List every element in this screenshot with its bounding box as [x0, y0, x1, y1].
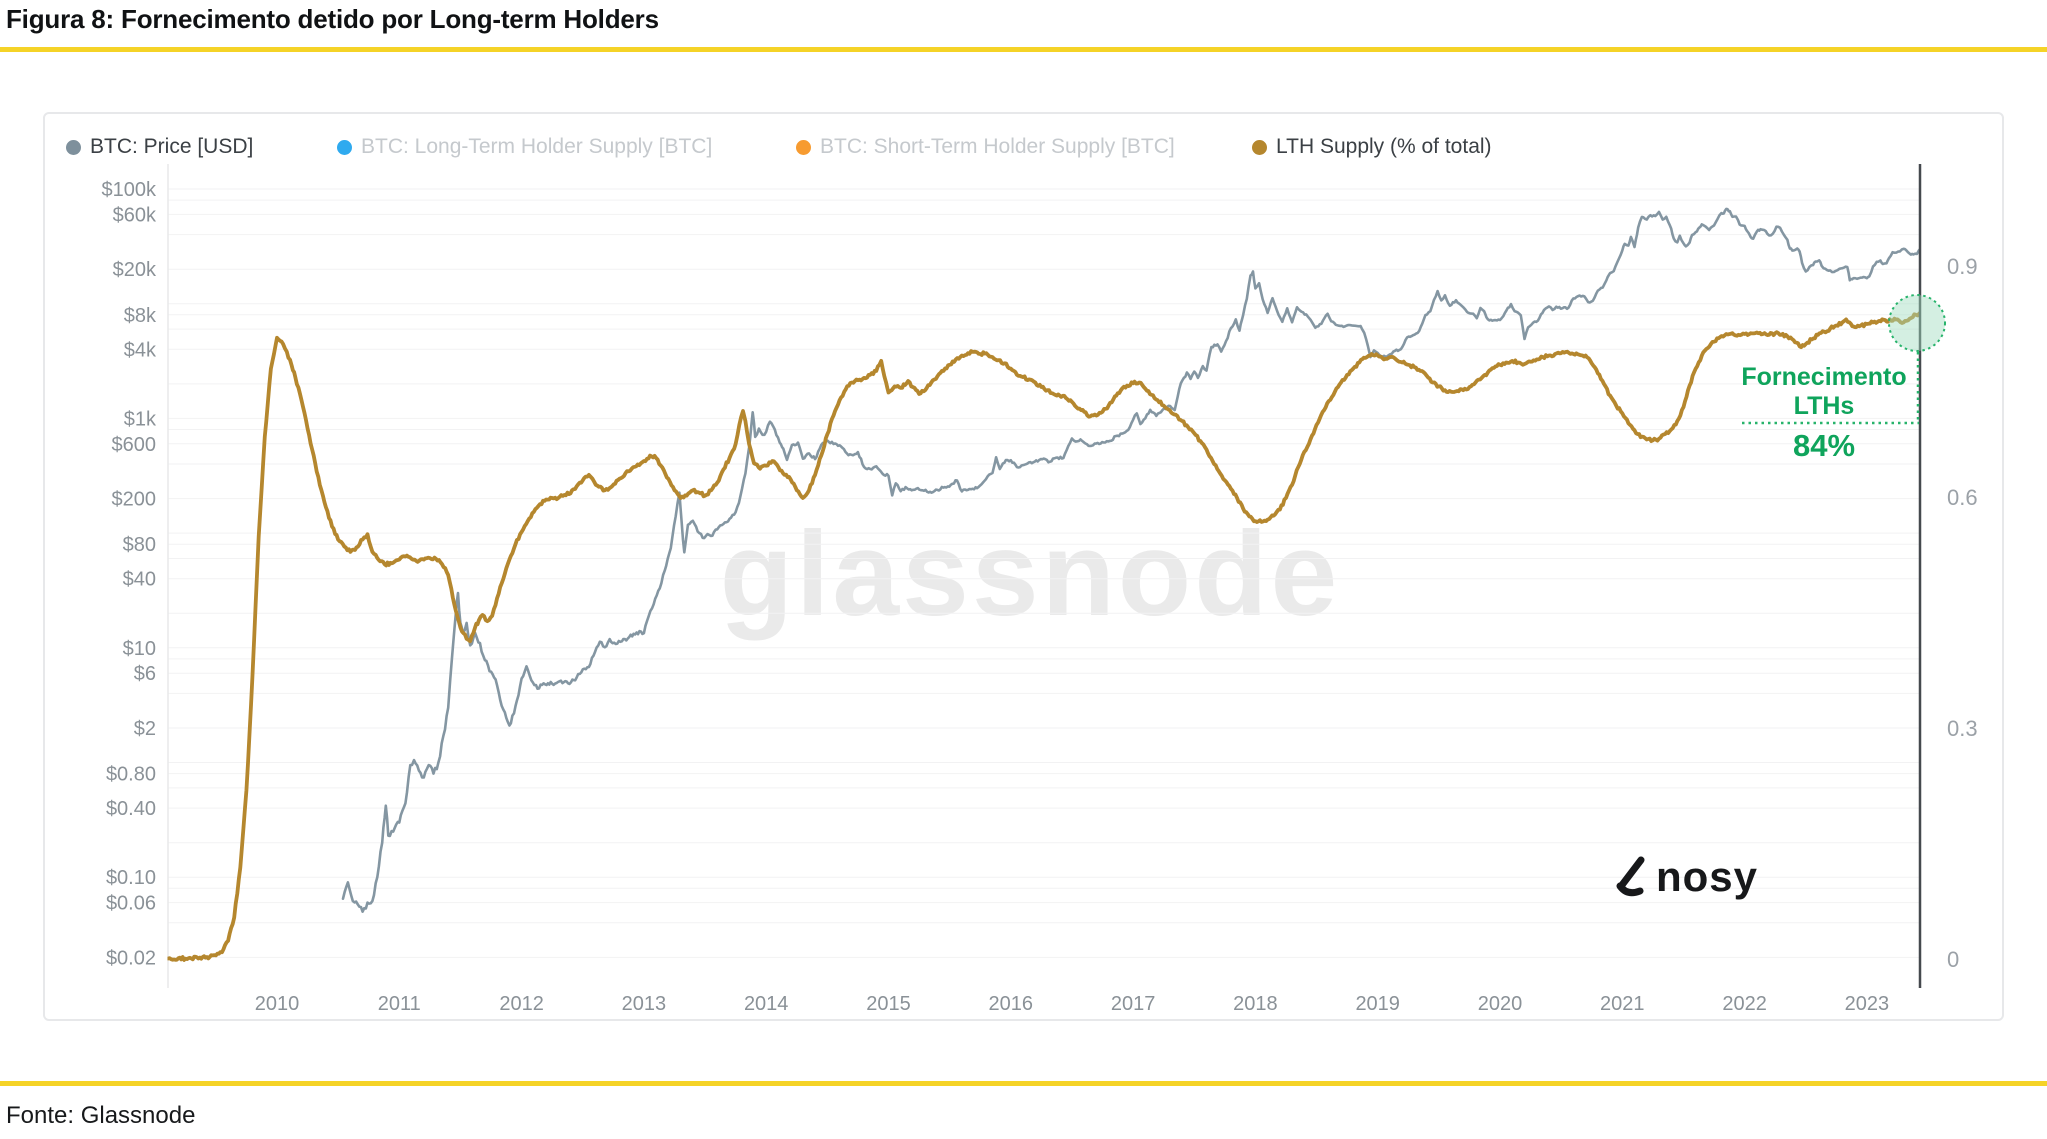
legend-item-lth-supply-btc[interactable]: BTC: Long-Term Holder Supply [BTC]	[337, 135, 712, 159]
legend-item-lth-supply-pct[interactable]: LTH Supply (% of total)	[1252, 135, 1492, 159]
annotation-lths: LTHs	[1793, 392, 1855, 420]
source-caption: Fonte: Glassnode	[6, 1102, 196, 1129]
legend-label-sth-supply: BTC: Short-Term Holder Supply [BTC]	[820, 135, 1175, 158]
nosy-brand: nosy	[1612, 853, 1758, 901]
glassnode-watermark: glassnode	[719, 507, 1341, 641]
legend-dot-lth-pct	[1252, 139, 1267, 155]
legend-label-lth-pct: LTH Supply (% of total)	[1276, 135, 1492, 158]
annotation-84pct: 84%	[1792, 428, 1856, 463]
legend-item-sth-supply-btc[interactable]: BTC: Short-Term Holder Supply [BTC]	[796, 135, 1175, 159]
accent-rule-top	[0, 47, 2047, 52]
nosy-brand-text: nosy	[1656, 853, 1759, 900]
legend-dot-price	[66, 139, 81, 155]
annotation-fornecimento: Fornecimento	[1741, 363, 1907, 391]
figure-title: Figura 8: Fornecimento detido por Long-t…	[6, 4, 659, 34]
legend-item-btc-price[interactable]: BTC: Price [USD]	[66, 135, 253, 159]
legend-label-price: BTC: Price [USD]	[90, 135, 254, 158]
legend-dot-sth-supply	[796, 139, 811, 155]
accent-rule-bottom	[0, 1081, 2047, 1086]
legend-label-lth-supply: BTC: Long-Term Holder Supply [BTC]	[361, 135, 713, 158]
legend-dot-lth-supply	[337, 139, 352, 155]
nosy-logo-icon	[1616, 856, 1645, 897]
